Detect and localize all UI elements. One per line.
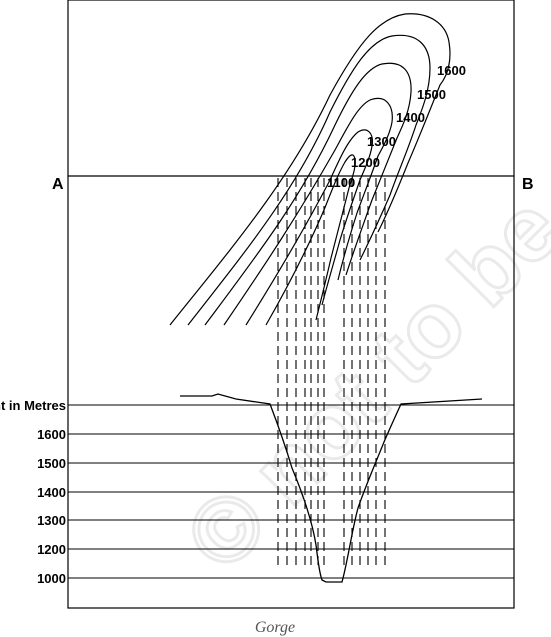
contour-line-1300 xyxy=(223,97,393,326)
contour-label: 1200 xyxy=(351,155,380,170)
profile-level-label: 1600 xyxy=(37,427,66,442)
profile-level-label: 1400 xyxy=(37,485,66,500)
profile-axis: Height in Metres 1600 1500 1400 1300 120… xyxy=(0,398,66,586)
contour-label: 1100 xyxy=(327,175,355,190)
profile-level-label: 1500 xyxy=(37,456,66,471)
diagram-frame xyxy=(67,0,515,609)
profile-level-label: 1200 xyxy=(37,542,66,557)
profile-level-lines xyxy=(68,404,514,579)
contour-line-1100 xyxy=(265,154,356,326)
gorge-profile xyxy=(180,393,483,583)
figure-caption: Gorge xyxy=(255,619,295,636)
projection-lines xyxy=(277,178,386,570)
profile-axis-title: Height in Metres xyxy=(0,398,66,413)
watermark: © not to be republished xyxy=(165,0,551,591)
contour-label: 1500 xyxy=(417,87,446,102)
contour-label: 1300 xyxy=(367,134,396,149)
contour-labels: 1600 1500 1400 1300 1200 1100 xyxy=(327,63,466,190)
contour-line-1500 xyxy=(187,34,431,326)
contour-lines xyxy=(169,13,451,326)
watermark-text: © not to be republished xyxy=(167,0,551,590)
section-label-b: B xyxy=(522,176,534,193)
contour-line-1200 xyxy=(245,129,373,326)
profile-level-label: 1000 xyxy=(37,571,66,586)
contour-line-1400 xyxy=(204,62,412,326)
contour-line-1600 xyxy=(169,13,451,326)
contour-label: 1600 xyxy=(437,63,466,78)
section-label-a: A xyxy=(52,176,64,193)
contour-label: 1400 xyxy=(396,110,425,125)
profile-level-label: 1300 xyxy=(37,513,66,528)
